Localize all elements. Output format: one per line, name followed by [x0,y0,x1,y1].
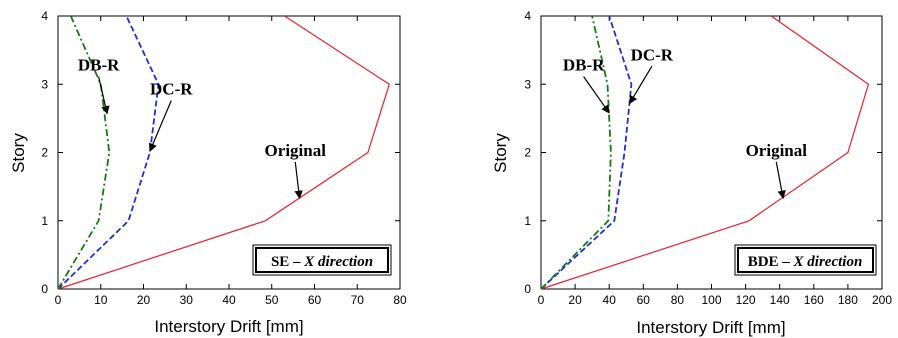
y-tick-label: 4 [41,9,48,23]
annotation-arrow [294,161,303,200]
y-tick-label: 4 [524,9,531,23]
x-tick-label: 50 [265,293,279,307]
direction-label: BDE – X direction [748,254,863,270]
y-tick-label: 2 [524,146,531,160]
series-group [57,15,391,290]
series-line-original [540,15,870,290]
y-tick-label: 0 [41,282,48,296]
annotation-group: DB-R DC-R Original [78,56,327,200]
series-line-original [57,15,391,290]
y-tick-label: 0 [524,282,531,296]
tick-group: 0 20 40 60 80 100 120 140 160 180 200 0 1 2 3 4 [524,9,892,307]
annotation-label: DB-R [78,56,120,75]
x-tick-label: 200 [872,293,892,307]
x-tick-label: 120 [736,293,756,307]
x-tick-label: 0 [538,293,545,307]
chart-bde-x-direction: Story Interstory Drift [mm] 0 20 40 60 80 100… [491,9,892,337]
annotation-arrow [583,76,610,114]
x-tick-label: 0 [55,293,62,307]
annotation-arrow [629,66,653,105]
x-tick-label: 40 [603,293,617,307]
annotation-label: DB-R [563,56,605,75]
direction-label: SE – X direction [271,254,373,270]
y-axis-label: Story [9,133,28,173]
series-line-db-r [57,15,111,290]
series-group [540,15,870,290]
x-tick-label: 10 [94,293,108,307]
y-tick-label: 3 [524,77,531,91]
annotation-label: Original [746,141,808,160]
x-tick-label: 180 [838,293,858,307]
y-tick-label: 2 [41,146,48,160]
direction-box: BDE – X direction [734,244,877,276]
x-tick-label: 140 [770,293,790,307]
y-tick-label: 1 [41,214,48,228]
annotation-label: DC-R [150,79,193,98]
x-tick-label: 160 [804,293,824,307]
x-tick-label: 40 [222,293,236,307]
direction-box: SE – X direction [252,244,392,276]
annotation-label: Original [265,141,327,160]
x-tick-label: 70 [351,293,365,307]
x-tick-label: 30 [180,293,194,307]
chart-se-x-direction: Story Interstory Drift [mm] 0 10 20 30 40 50 6… [9,9,407,336]
x-tick-label: 80 [393,293,407,307]
series-line-dc-r [540,15,633,290]
annotation-arrow [148,100,172,152]
x-axis-label: Interstory Drift [mm] [154,317,303,336]
annotation-group: DB-R DC-R Original [563,45,808,200]
tick-group: 0 10 20 30 40 50 60 70 80 0 1 2 3 4 [41,9,407,307]
x-tick-label: 20 [137,293,151,307]
annotation-arrow [775,161,786,200]
x-tick-label: 100 [701,293,721,307]
x-axis-label: Interstory Drift [mm] [636,318,785,337]
y-axis-label: Story [491,133,510,173]
series-line-dc-r [57,15,160,290]
annotation-label: DC-R [631,45,674,64]
x-tick-label: 60 [308,293,322,307]
annotation-arrow [98,76,110,115]
x-tick-label: 20 [568,293,582,307]
series-line-db-r [540,15,612,290]
x-tick-label: 60 [637,293,651,307]
y-tick-label: 3 [41,77,48,91]
y-tick-label: 1 [524,214,531,228]
x-tick-label: 80 [671,293,685,307]
